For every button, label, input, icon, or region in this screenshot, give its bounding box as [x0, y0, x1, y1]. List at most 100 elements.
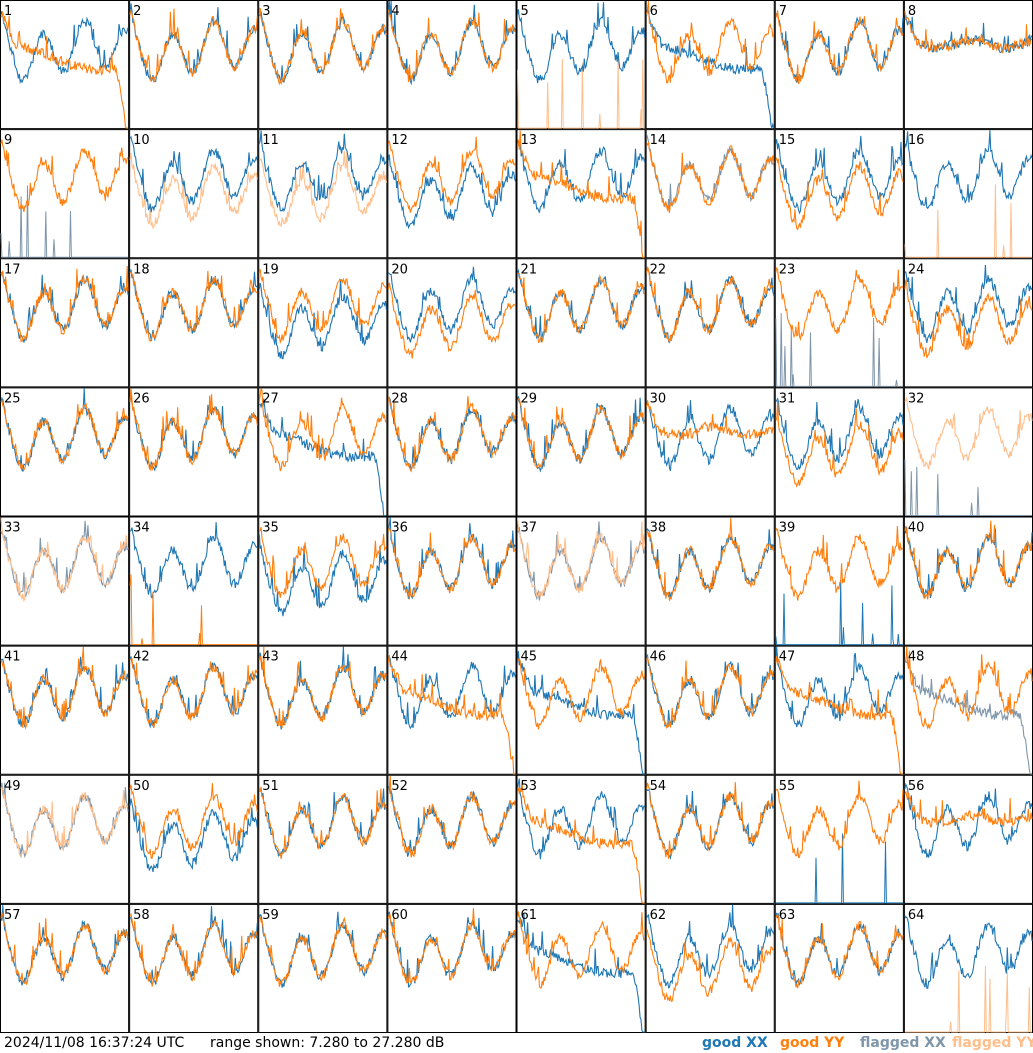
series-yy-line — [388, 775, 517, 858]
panel-49: 49 — [0, 774, 130, 904]
series-xx-line — [258, 130, 387, 213]
series-yy-line — [904, 279, 1033, 359]
panel-number: 22 — [650, 262, 667, 277]
series-yy-line — [0, 399, 129, 471]
panel-frame — [645, 0, 775, 130]
panel-frame — [0, 129, 130, 259]
series-yy-line — [387, 655, 516, 775]
series-xx-line — [516, 650, 645, 775]
panel-frame — [645, 903, 775, 1033]
panel-4: 4 — [387, 0, 517, 130]
series-yy-line — [387, 9, 516, 83]
series-xx-line — [258, 279, 387, 360]
series-xx-line — [388, 657, 517, 730]
series-xx-line — [129, 135, 258, 213]
series-xx-line — [646, 654, 775, 728]
panel-frame — [774, 258, 904, 388]
series-yy-line — [904, 791, 1033, 828]
panel-frame — [0, 387, 130, 517]
series-yy-line — [517, 56, 645, 129]
series-xx-line — [775, 579, 903, 646]
series-xx-line — [0, 185, 129, 258]
series-xx-line — [129, 798, 258, 873]
panel-54: 54 — [645, 774, 775, 904]
panel-number: 39 — [779, 521, 796, 536]
panel-58: 58 — [129, 903, 259, 1033]
panel-frame — [903, 774, 1033, 904]
panel-30: 30 — [645, 387, 775, 517]
series-yy-line — [129, 270, 258, 343]
panel-42: 42 — [129, 645, 259, 775]
panel-37: 37 — [516, 516, 646, 646]
panel-number: 51 — [262, 779, 279, 794]
series-yy-line — [646, 0, 775, 84]
panel-46: 46 — [645, 645, 775, 775]
series-yy-line — [258, 7, 387, 86]
series-yy-line — [904, 520, 1033, 600]
series-yy-line — [775, 525, 904, 601]
panel-number: 31 — [779, 391, 796, 406]
panel-40: 40 — [903, 516, 1033, 646]
series-yy-line — [259, 526, 387, 598]
panel-35: 35 — [258, 516, 388, 646]
series-xx-line — [646, 9, 775, 131]
panel-number: 29 — [521, 391, 538, 406]
series-yy-line — [646, 266, 775, 343]
panel-number: 8 — [908, 4, 916, 19]
panel-5: 5 — [516, 0, 646, 130]
panel-number: 40 — [908, 521, 925, 536]
panel-frame — [645, 516, 775, 646]
panel-60: 60 — [387, 903, 517, 1033]
panel-number: 27 — [262, 391, 279, 406]
series-xx-line — [387, 786, 516, 857]
series-xx-line — [646, 400, 775, 471]
series-xx-line — [0, 271, 129, 343]
series-yy-line — [646, 655, 774, 730]
series-yy-line — [646, 782, 774, 859]
series-yy-line — [516, 130, 645, 258]
panel-48: 48 — [903, 645, 1033, 775]
panel-3: 3 — [258, 0, 388, 130]
series-yy-line — [904, 965, 1032, 1033]
series-yy-line — [387, 908, 517, 985]
panel-number: 17 — [4, 262, 21, 277]
panel-number: 2 — [133, 4, 141, 19]
panel-8: 8 — [903, 0, 1033, 130]
panel-number: 56 — [908, 779, 925, 794]
panel-16: 16 — [903, 129, 1033, 259]
panel-frame — [516, 903, 646, 1033]
panel-27: 27 — [258, 387, 388, 517]
panel-21: 21 — [516, 258, 646, 388]
panel-number: 48 — [908, 650, 925, 665]
series-yy-line — [387, 136, 517, 213]
panel-15: 15 — [774, 129, 904, 259]
legend-good-xx: good XX — [702, 1035, 768, 1051]
series-xx-line — [259, 398, 387, 517]
panel-frame — [258, 774, 388, 904]
panel-number: 15 — [779, 133, 796, 148]
panel-number: 35 — [262, 521, 279, 536]
panel-13: 13 — [516, 129, 646, 259]
panel-6: 6 — [645, 0, 775, 131]
panel-number: 53 — [521, 779, 538, 794]
panel-number: 37 — [521, 521, 538, 536]
series-xx-line — [904, 526, 1033, 599]
panel-39: 39 — [774, 516, 904, 646]
panel-12: 12 — [387, 129, 517, 259]
panel-number: 41 — [4, 650, 21, 665]
series-yy-line — [129, 912, 258, 987]
panel-9: 9 — [0, 129, 130, 259]
panel-7: 7 — [774, 0, 904, 130]
series-yy-line — [258, 916, 387, 987]
timestamp: 2024/11/08 16:37:24 UTC — [4, 1035, 185, 1051]
panel-number: 28 — [391, 391, 408, 406]
series-yy-line — [775, 156, 904, 231]
panel-number: 62 — [650, 908, 667, 923]
series-yy-line — [904, 646, 1033, 730]
series-yy-line — [129, 388, 258, 472]
panel-number: 33 — [4, 521, 21, 536]
legend-flagged-xx: flagged XX — [860, 1035, 946, 1051]
panel-number: 46 — [650, 650, 667, 665]
series-yy-line — [0, 517, 129, 603]
